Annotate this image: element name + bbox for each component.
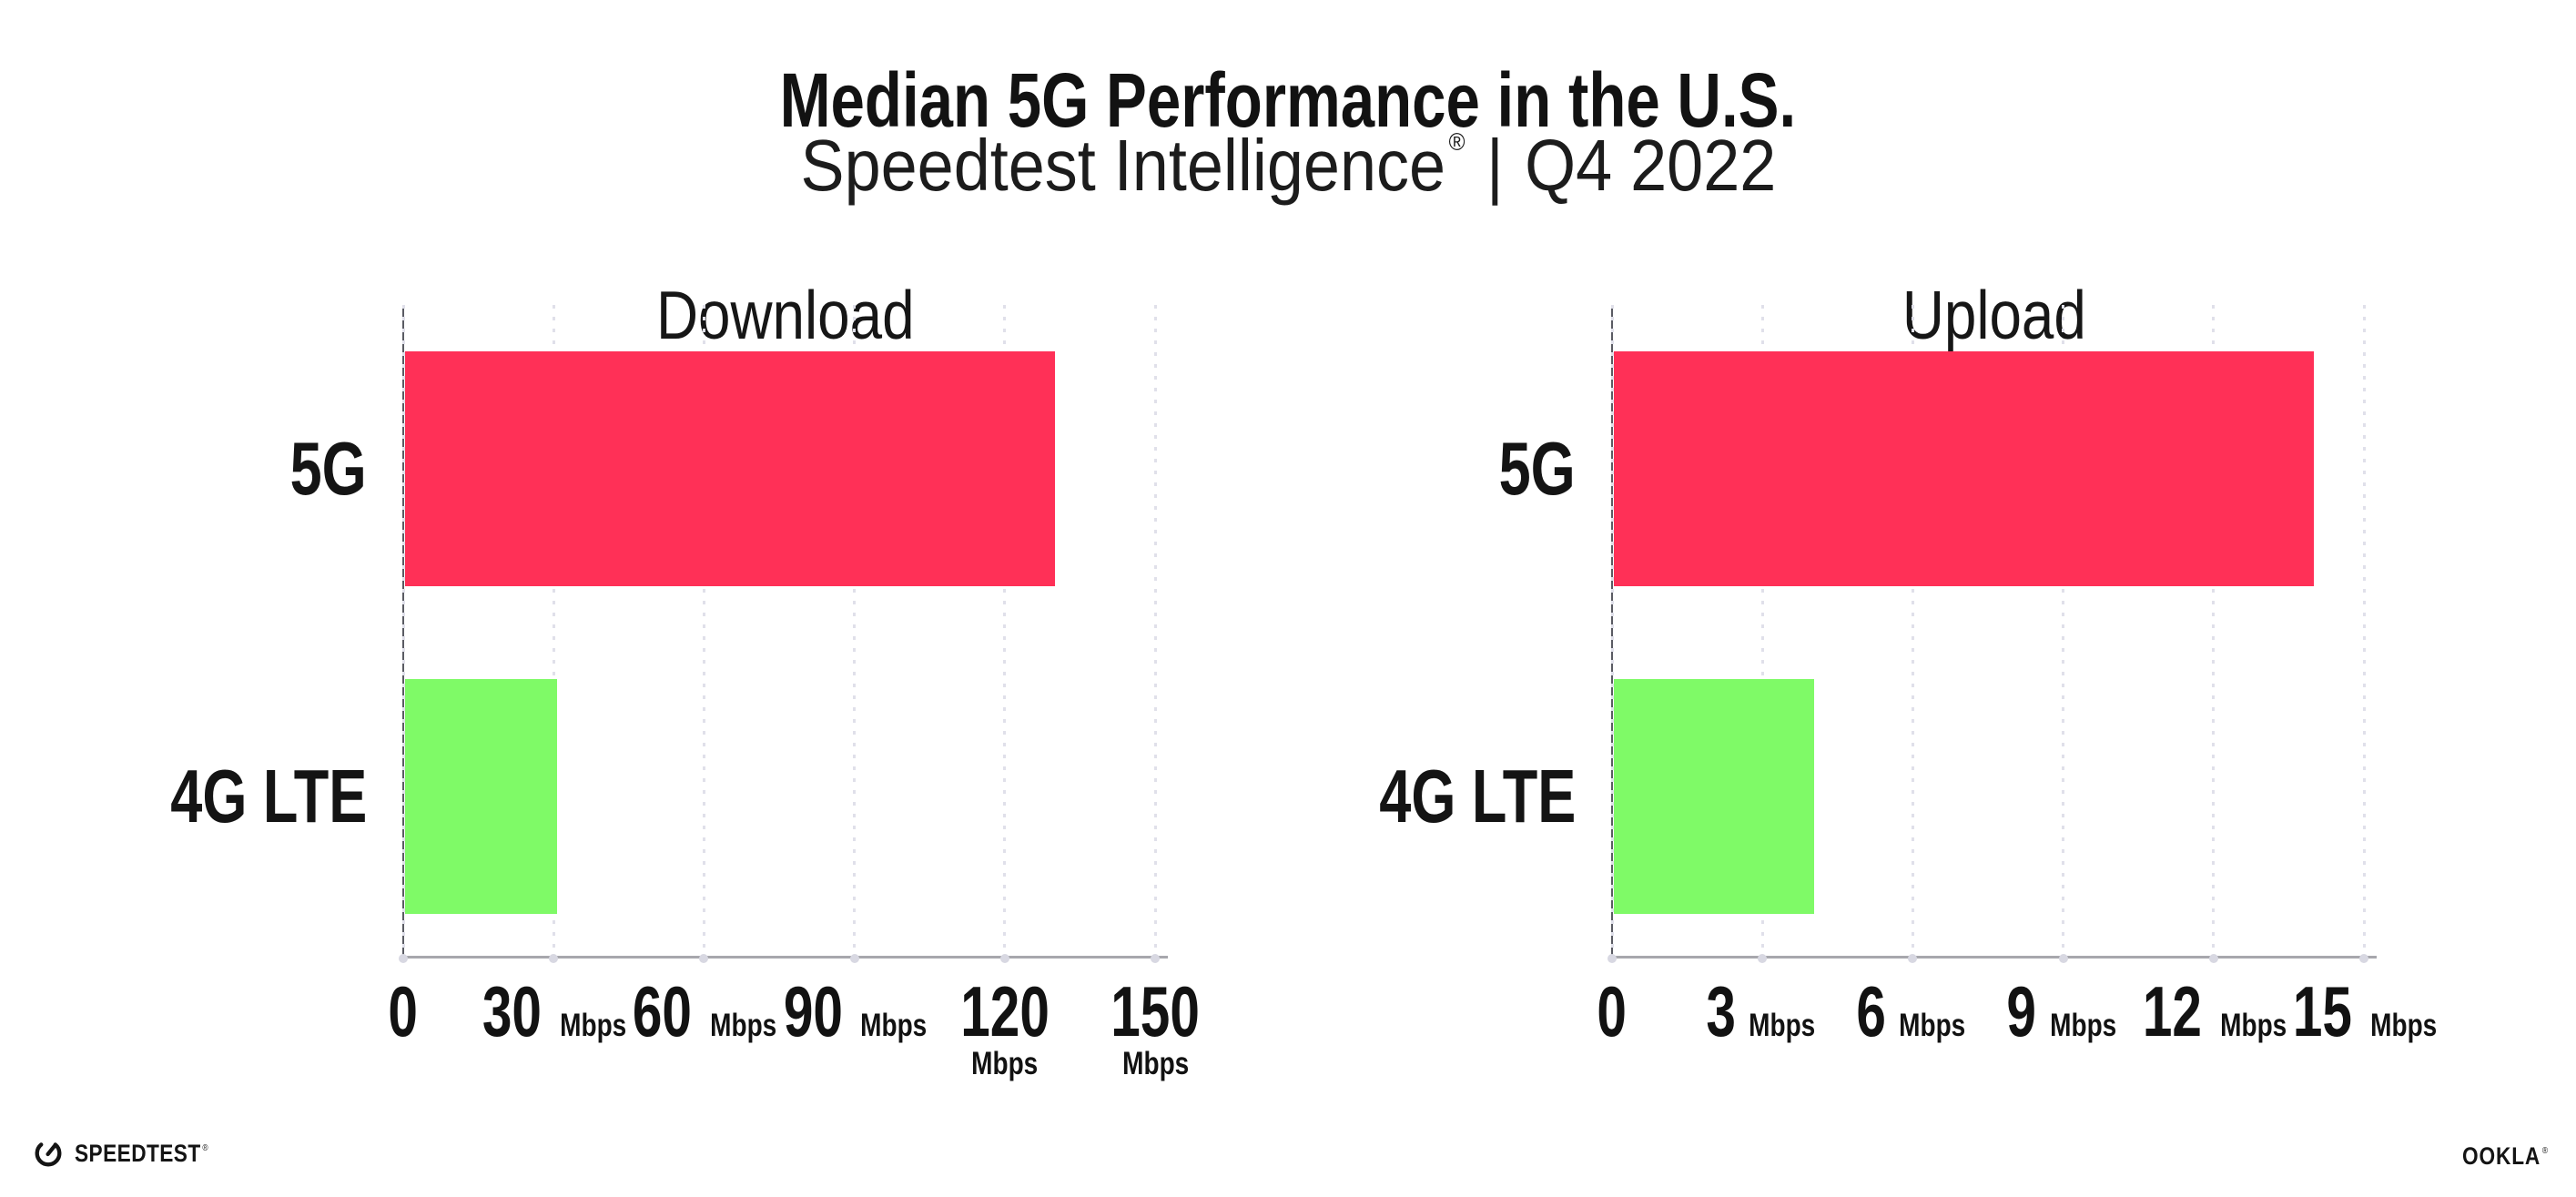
page-title: Median 5G Performance in the U.S. (0, 59, 2576, 141)
subtitle-brand: Speedtest Intelligence (800, 125, 1445, 206)
x-tick-label-150: 150Mbps (1064, 975, 1246, 1082)
x-tick-label-60: 60 Mbps (613, 975, 795, 1048)
gridline-3-mbps (1760, 305, 1764, 958)
axis-tick-dot-150 (1151, 954, 1161, 963)
gridline-30-mbps (552, 305, 555, 958)
speedtest-wordmark-text: SPEEDTEST (75, 1139, 201, 1167)
speedtest-logo: SPEEDTEST ® (33, 1138, 234, 1169)
axis-tick-dot-15 (2359, 954, 2369, 963)
axis-tick-dot-9 (2058, 954, 2068, 963)
x-tick-label-6: 6 Mbps (1821, 975, 2003, 1048)
category-label-4g-lte: 4G LTE (0, 679, 367, 914)
x-tick-value: 30 (482, 971, 543, 1051)
x-tick-value: 15 (2292, 971, 2353, 1051)
x-tick-unit: Mbps (1121, 1046, 1189, 1081)
x-tick-value: 6 (1856, 971, 1887, 1051)
gridline-15-mbps (2362, 305, 2366, 958)
category-label-5g-text: 5G (289, 426, 367, 511)
category-label-5g: 5G (1202, 351, 1576, 586)
axis-tick-dot-3 (1758, 954, 1768, 963)
bar-4g-lte-download (405, 679, 557, 914)
upload-chart-title-text: Upload (1902, 277, 2087, 354)
gridline-120-mbps (1003, 305, 1007, 958)
x-tick-value: 90 (783, 971, 843, 1051)
gridline-60-mbps (702, 305, 705, 958)
x-tick-value: 60 (633, 971, 693, 1051)
x-tick-unit: Mbps (1899, 1008, 1966, 1043)
x-tick-label-3: 3 Mbps (1671, 975, 1853, 1048)
axis-tick-dot-30 (549, 954, 559, 963)
axis-tick-dot-6 (1908, 954, 1918, 963)
x-tick-value: 0 (1597, 971, 1628, 1051)
x-tick-value: 150 (1111, 971, 1201, 1051)
speedtest-gauge-icon (35, 1142, 62, 1167)
registered-trademark-icon: ® (1448, 128, 1465, 156)
x-tick-value: 0 (388, 971, 419, 1051)
axis-tick-dot-120 (999, 954, 1009, 963)
download-plot-area (399, 305, 1168, 963)
gridline-6-mbps (1911, 305, 1914, 958)
x-tick-unit: Mbps (1749, 1008, 1816, 1043)
gridline-90-mbps (853, 305, 857, 958)
x-tick-unit: Mbps (2370, 1008, 2438, 1043)
upload-chart-title: Upload (1612, 279, 2377, 351)
x-tick-label-120: 120Mbps (914, 975, 1096, 1082)
x-tick-value: 12 (2142, 971, 2202, 1051)
x-tick-value: 3 (1706, 971, 1736, 1051)
speedtest-wordmark: SPEEDTEST ® (75, 1140, 208, 1168)
x-tick-unit: Mbps (560, 1008, 627, 1043)
category-label-4g-lte-text: 4G LTE (1378, 754, 1576, 838)
ookla-wordmark-text: OOKLA (2462, 1142, 2541, 1170)
x-tick-label-0: 0 (312, 975, 494, 1048)
gridline-0-mbps (1610, 305, 1614, 958)
axis-tick-dot-60 (699, 954, 709, 963)
x-tick-unit: Mbps (710, 1008, 777, 1043)
x-axis-line (403, 956, 1168, 959)
x-tick-label-90: 90 Mbps (764, 975, 946, 1048)
category-label-5g-text: 5G (1498, 426, 1576, 511)
x-tick-label-9: 9 Mbps (1973, 975, 2155, 1048)
gridline-0-mbps (401, 305, 405, 958)
upload-plot-area (1607, 305, 2377, 963)
x-tick-label-12: 12 Mbps (2123, 975, 2305, 1048)
x-tick-unit: Mbps (971, 1046, 1039, 1081)
bar-5g-download (405, 351, 1055, 586)
gridline-9-mbps (2062, 305, 2065, 958)
category-label-4g-lte-text: 4G LTE (169, 754, 367, 838)
x-axis-line (1612, 956, 2377, 959)
subtitle-separator: | (1486, 125, 1504, 206)
ookla-logo: OOKLA ® (2446, 1142, 2549, 1171)
x-tick-value: 9 (2006, 971, 2037, 1051)
category-label-4g-lte: 4G LTE (1202, 679, 1576, 914)
ookla-wordmark: OOKLA ® (2462, 1142, 2549, 1171)
axis-tick-dot-0 (1607, 954, 1617, 963)
gridline-150-mbps (1153, 305, 1157, 958)
page-subtitle-text: Speedtest Intelligence ® | Q4 2022 (800, 102, 1776, 206)
x-tick-label-30: 30 Mbps (462, 975, 644, 1048)
x-tick-value: 120 (960, 971, 1050, 1051)
axis-tick-dot-0 (399, 954, 408, 963)
download-chart-title-text: Download (656, 277, 915, 354)
category-label-5g: 5G (0, 351, 367, 586)
speedtest-registered-icon: ® (202, 1142, 208, 1153)
x-tick-unit: Mbps (2219, 1008, 2287, 1043)
x-tick-label-15: 15 Mbps (2273, 975, 2455, 1048)
x-tick-unit: Mbps (860, 1008, 928, 1043)
x-tick-unit: Mbps (2049, 1008, 2116, 1043)
bar-4g-lte-upload (1614, 679, 1814, 914)
gridline-12-mbps (2212, 305, 2216, 958)
subtitle-period: Q4 2022 (1524, 125, 1776, 206)
page-title-text: Median 5G Performance in the U.S. (779, 57, 1797, 144)
ookla-registered-icon: ® (2541, 1146, 2549, 1156)
bar-5g-upload (1614, 351, 2315, 586)
download-chart-title: Download (403, 279, 1168, 351)
page-subtitle: Speedtest Intelligence ® | Q4 2022 (0, 102, 2576, 206)
x-tick-label-0: 0 (1521, 975, 1703, 1048)
axis-tick-dot-12 (2208, 954, 2218, 963)
axis-tick-dot-90 (849, 954, 859, 963)
